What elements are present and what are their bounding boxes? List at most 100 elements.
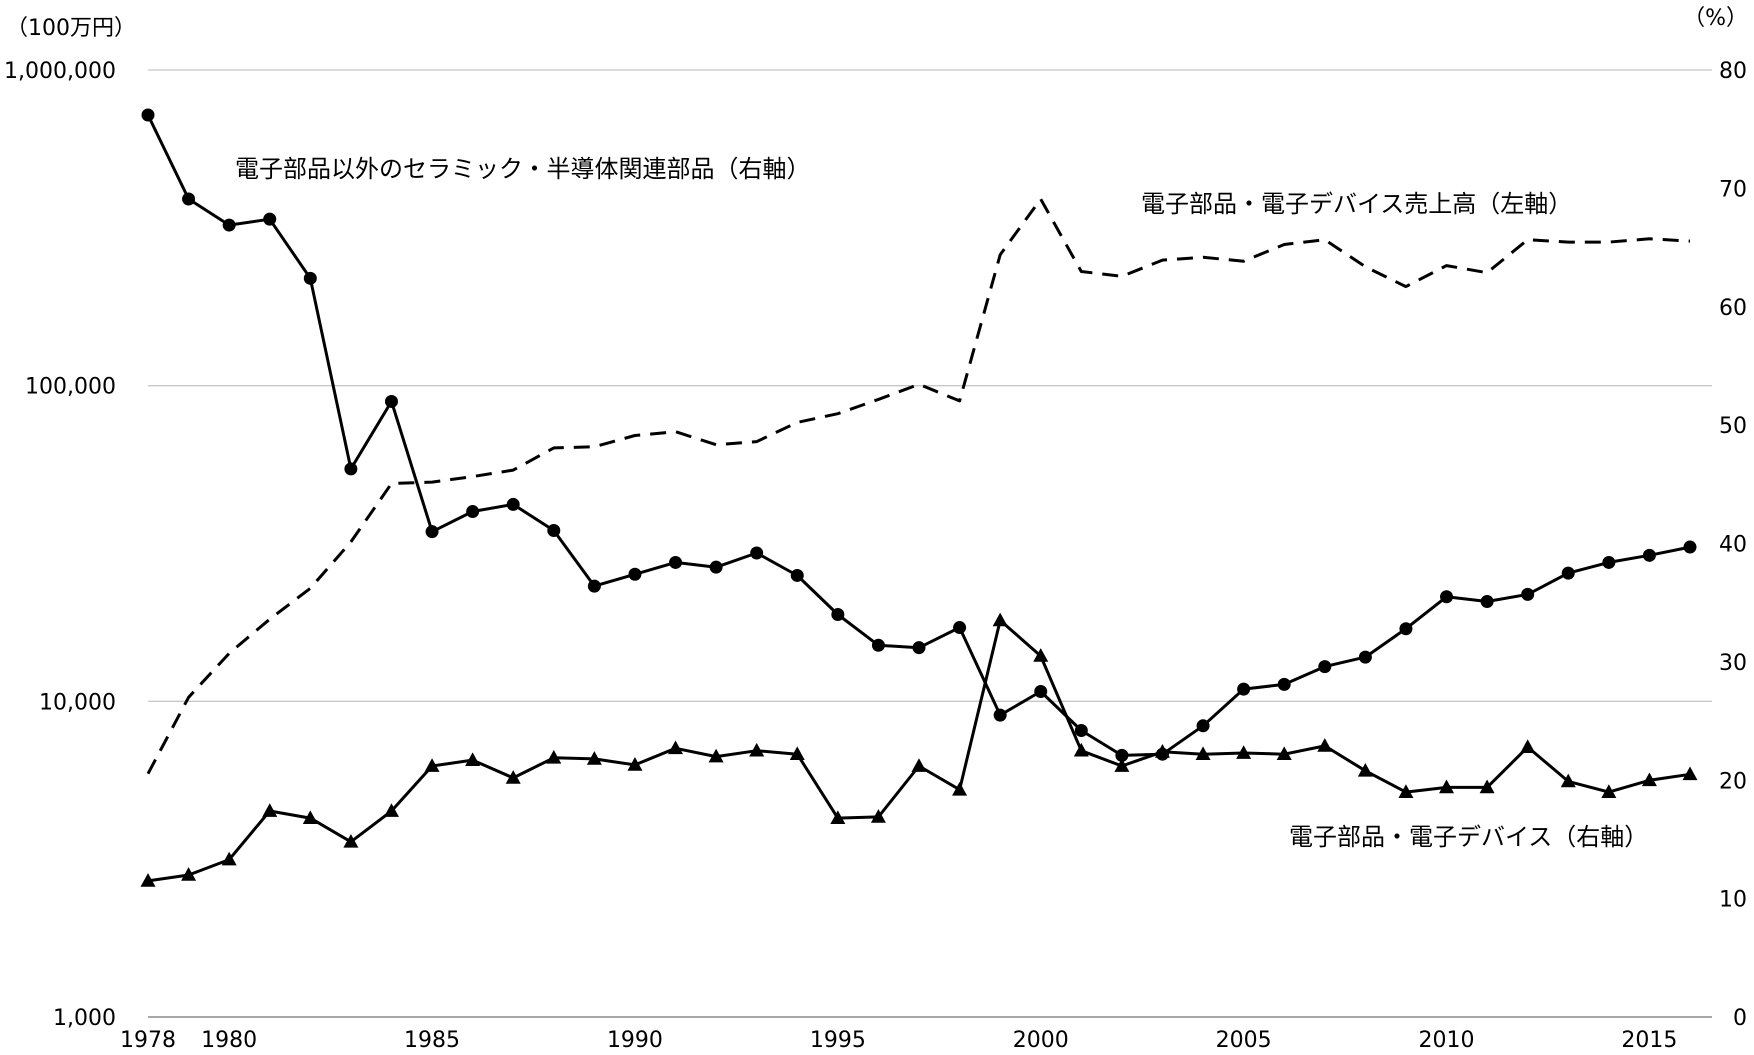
data-point-triangle: [1520, 739, 1536, 753]
data-point-triangle: [870, 809, 886, 823]
data-point-triangle: [1195, 746, 1211, 761]
annotation-electronic-devices-share: 電子部品・電子デバイス（右軸）: [1289, 823, 1648, 851]
data-point-triangle: [1114, 758, 1130, 772]
data-point-circle: [871, 638, 885, 652]
data-point-triangle: [343, 834, 359, 848]
x-axis-tick-label: 2015: [1621, 1028, 1677, 1053]
data-point-circle: [1642, 548, 1656, 562]
data-point-circle: [222, 218, 236, 232]
data-point-triangle: [221, 851, 237, 866]
left-axis-tick-label: 1,000: [53, 1006, 116, 1031]
data-point-circle: [466, 505, 480, 519]
data-point-triangle: [302, 810, 318, 824]
x-axis-tick-label: 1985: [404, 1028, 460, 1053]
data-point-triangle: [181, 867, 197, 881]
data-point-triangle: [1439, 779, 1455, 794]
data-point-circle: [993, 708, 1007, 722]
data-point-circle: [1318, 660, 1332, 674]
data-point-triangle: [708, 748, 724, 763]
data-point-triangle: [1276, 746, 1292, 761]
data-point-circle: [669, 555, 683, 569]
data-point-triangle: [1236, 745, 1252, 759]
data-point-triangle: [465, 752, 481, 766]
data-point-circle: [1358, 650, 1372, 664]
data-point-circle: [750, 546, 764, 560]
right-axis-unit-label: （%）: [1683, 6, 1748, 31]
data-point-circle: [628, 567, 642, 581]
right-axis-tick-label: 70: [1719, 177, 1747, 202]
data-point-circle: [263, 212, 277, 226]
annotation-ceramic-semiconductor-share: 電子部品以外のセラミック・半導体関連部品（右軸）: [235, 155, 811, 183]
data-point-circle: [1277, 677, 1291, 691]
right-axis-tick-label: 40: [1719, 533, 1747, 558]
data-point-triangle: [546, 749, 562, 764]
x-axis-tick-label: 1990: [607, 1028, 663, 1053]
data-point-circle: [1034, 684, 1048, 698]
x-axis-tick-label: 2000: [1013, 1028, 1069, 1053]
data-point-triangle: [140, 873, 156, 887]
data-point-triangle: [749, 742, 765, 757]
right-axis-tick-label: 80: [1719, 59, 1747, 84]
data-point-circle: [1237, 682, 1251, 696]
series-markers: [140, 108, 1698, 887]
data-point-circle: [141, 108, 155, 122]
data-point-circle: [1399, 622, 1413, 636]
data-point-circle: [831, 608, 845, 622]
data-point-triangle: [1033, 648, 1049, 662]
data-point-triangle: [830, 810, 846, 824]
data-point-circle: [587, 579, 601, 593]
data-point-circle: [506, 497, 520, 511]
right-axis-tick-label: 10: [1719, 888, 1747, 913]
data-point-triangle: [1560, 773, 1576, 788]
right-axis-tick-labels: 0 10 20 30 40 50 60 70 80: [1719, 59, 1747, 1031]
data-point-triangle: [952, 781, 968, 796]
data-point-circle: [1440, 590, 1454, 604]
data-point-circle: [1115, 748, 1129, 762]
data-point-circle: [344, 462, 358, 476]
data-point-triangle: [1682, 766, 1698, 781]
data-point-triangle: [586, 751, 602, 765]
data-point-circle: [790, 568, 804, 582]
annotation-electronic-sales: 電子部品・電子デバイス売上高（左軸）: [1141, 190, 1572, 218]
right-axis-tick-label: 0: [1733, 1006, 1747, 1031]
data-point-triangle: [262, 803, 278, 817]
data-point-triangle: [1398, 784, 1414, 798]
right-axis-tick-label: 60: [1719, 296, 1747, 321]
data-point-triangle: [1317, 738, 1333, 752]
data-point-triangle: [789, 746, 805, 761]
right-axis-tick-label: 20: [1719, 769, 1747, 794]
data-point-circle: [1480, 595, 1494, 609]
data-point-circle: [1074, 724, 1088, 738]
left-axis-tick-labels: 1,000 10,000 100,000 1,000,000: [4, 59, 116, 1031]
data-point-triangle: [1601, 784, 1617, 798]
x-axis-tick-label: 1978: [120, 1028, 176, 1053]
data-point-circle: [1602, 555, 1616, 569]
data-point-triangle: [383, 803, 399, 817]
data-point-circle: [1683, 540, 1697, 554]
x-axis-tick-labels: 1978 1980 1985 1990 1995 2000 2005 2010 2015: [120, 1028, 1677, 1053]
data-point-triangle: [668, 740, 684, 755]
data-point-circle: [303, 271, 317, 285]
data-point-circle: [1521, 587, 1535, 601]
data-point-circle: [709, 560, 723, 574]
data-point-circle: [384, 394, 398, 408]
left-axis-tick-label: 100,000: [25, 375, 116, 400]
x-axis-tick-label: 1995: [810, 1028, 866, 1053]
series-line-sales-left-axis: [146, 197, 1691, 775]
data-point-triangle: [911, 758, 927, 772]
data-point-circle: [953, 621, 967, 635]
data-point-triangle: [627, 757, 643, 771]
right-axis-tick-label: 50: [1719, 414, 1747, 439]
data-point-triangle: [992, 612, 1008, 627]
x-axis-tick-label: 2005: [1216, 1028, 1272, 1053]
x-axis-tick-label: 2010: [1419, 1028, 1475, 1053]
data-point-triangle: [1641, 772, 1657, 787]
left-axis-tick-label: 10,000: [39, 690, 116, 715]
data-point-triangle: [1479, 779, 1495, 794]
right-axis-tick-label: 30: [1719, 651, 1747, 676]
data-point-triangle: [505, 770, 521, 784]
left-axis-unit-label: （100万円）: [6, 16, 136, 41]
data-point-circle: [1196, 719, 1210, 733]
data-point-triangle: [1073, 742, 1089, 757]
